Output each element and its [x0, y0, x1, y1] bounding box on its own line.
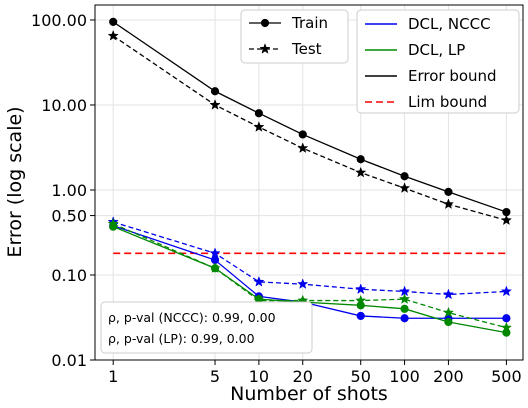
marker-legend-label: Train: [291, 14, 328, 32]
x-tick-label: 50: [351, 367, 371, 386]
err_test-point: [209, 99, 221, 110]
err_test-point: [355, 166, 367, 178]
marker-legend-label: Test: [291, 40, 322, 58]
err_test-point: [297, 142, 309, 153]
ncc_test-point: [500, 285, 513, 297]
lp_test-point: [398, 293, 411, 304]
y-tick-label: 0.01: [51, 351, 87, 370]
err_test-line: [112, 35, 507, 221]
annotation-box: [100, 301, 313, 354]
y-tick-label: 0.10: [51, 266, 87, 285]
lp_train-point: [444, 317, 453, 327]
y-axis-label: Error (log scale): [4, 106, 26, 257]
ncc_test-point: [209, 247, 221, 259]
x-axis-label: Number of shots: [230, 383, 388, 405]
annotation-line: ρ, p-val (NCCC): 0.99, 0.00: [108, 310, 276, 325]
annotation-line: ρ, p-val (LP): 0.99, 0.00: [108, 331, 255, 346]
y-tick-label: 0.50: [51, 207, 87, 226]
x-tick-label: 1: [108, 367, 118, 386]
x-tick-label: 100: [389, 367, 420, 386]
err_test-point: [107, 29, 119, 41]
err_test-point: [398, 182, 411, 193]
err_train-point: [400, 172, 409, 181]
marker-legend-symbol: [260, 18, 270, 28]
ncc_test-point: [253, 275, 265, 287]
err_train-point: [356, 155, 365, 164]
lp_test-point: [500, 321, 513, 333]
y-tick-label: 1.00: [51, 181, 87, 200]
ncc_train-point: [502, 314, 511, 323]
y-tick-label: 10.00: [41, 96, 87, 115]
lp_test-point: [442, 306, 455, 318]
lp_test-point: [107, 217, 119, 229]
x-tick-label: 20: [293, 367, 313, 386]
ncc_test-point: [442, 288, 455, 300]
err_train-point: [254, 109, 263, 118]
color-legend-label: DCL, NCCC: [408, 15, 491, 33]
ncc_test-point: [297, 278, 309, 289]
err_train-point: [444, 187, 453, 196]
x-tick-label: 500: [491, 367, 522, 386]
ncc_train-line: [112, 225, 507, 319]
lp_test-point: [209, 262, 221, 274]
correlation-annotation: ρ, p-val (NCCC): 0.99, 0.00 ρ, p-val (LP)…: [100, 301, 313, 354]
legends: Train Test DCL, NCCC DCL, LP Error bound Lim …: [240, 9, 520, 114]
err_train-point: [109, 17, 118, 26]
axis-ticks: 1 5 10 20 50 100 200 500 0.01 0.10 0.50 1.00 10.00 10…: [31, 11, 522, 386]
err_test-point: [500, 214, 513, 226]
x-tick-label: 10: [249, 367, 269, 386]
ncc_train-point: [356, 311, 365, 321]
color-legend-label: Lim bound: [408, 93, 487, 111]
err_train-point: [210, 87, 220, 96]
lp_train-point: [400, 304, 409, 313]
ncc_test-line: [113, 221, 507, 296]
y-tick-label: 100.00: [31, 11, 87, 30]
err_train-line: [112, 21, 507, 213]
err_train-point: [298, 130, 307, 139]
err_test-point: [442, 198, 455, 210]
x-tick-label: 5: [210, 367, 220, 386]
ncc_train-point: [400, 314, 409, 323]
ncc_test-point: [355, 283, 367, 295]
marker-legend-symbol: [259, 43, 271, 54]
x-tick-label: 200: [433, 367, 464, 386]
lp_test-line: [112, 223, 507, 329]
lp_test-point: [355, 294, 367, 306]
color-legend-label: Error bound: [408, 67, 497, 85]
color-legend-box: [356, 9, 520, 114]
err_test-point: [253, 121, 265, 132]
plot-area-frame: [94, 4, 524, 361]
color-legend-label: DCL, LP: [408, 41, 465, 59]
plot-series: [107, 17, 513, 337]
